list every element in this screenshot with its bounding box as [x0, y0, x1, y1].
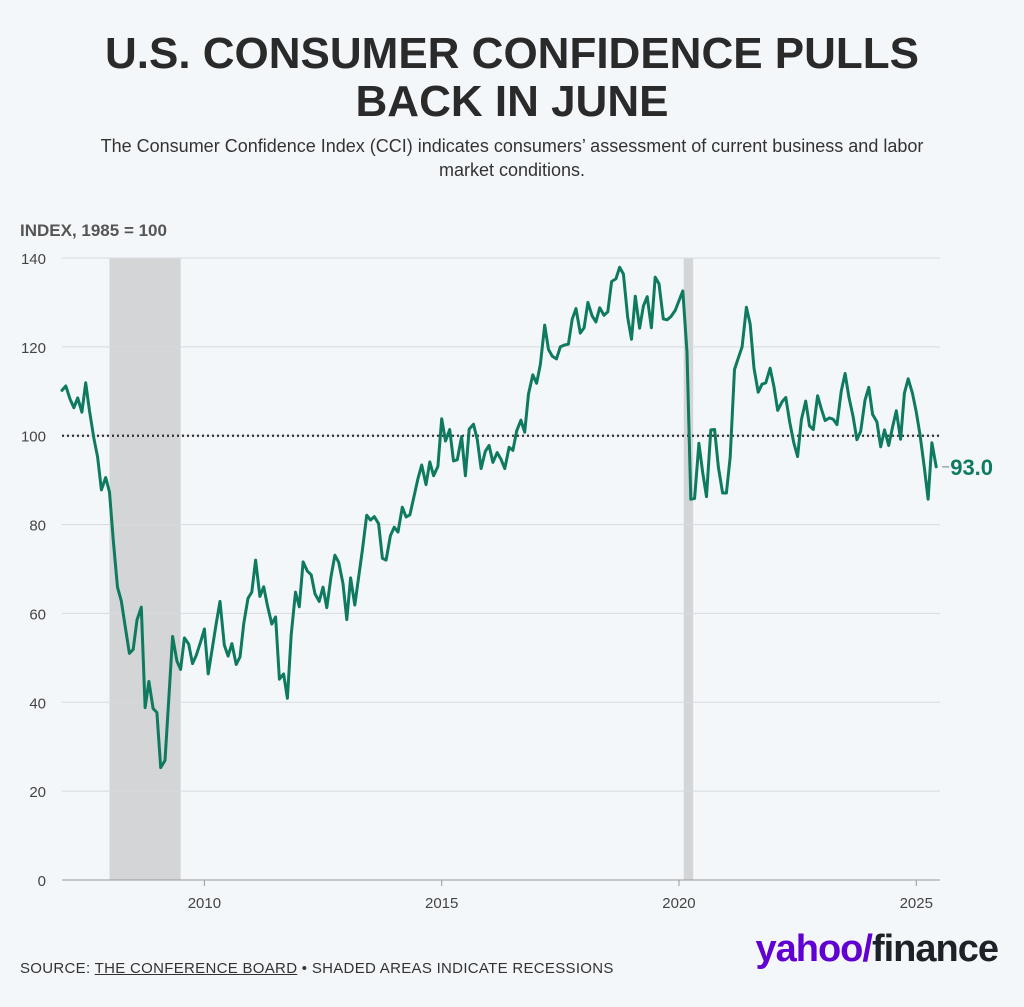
- yahoo-finance-logo: yahoo/finance: [755, 928, 999, 971]
- logo-yahoo: yahoo/: [755, 928, 872, 970]
- source-link[interactable]: THE CONFERENCE BOARD: [94, 960, 298, 977]
- y-tick-label-40: 40: [29, 695, 46, 712]
- recession-band-1: [683, 258, 694, 880]
- x-tick-label-2025: 2025: [900, 895, 933, 912]
- recession-band-0: [109, 258, 181, 880]
- y-tick-label-20: 20: [29, 784, 46, 801]
- y-tick-label-140: 140: [21, 251, 46, 268]
- source-note: SOURCE: THE CONFERENCE BOARD • SHADED AR…: [20, 960, 614, 977]
- source-suffix: • SHADED AREAS INDICATE RECESSIONS: [297, 960, 614, 977]
- title-line-1: U.S. CONSUMER CONFIDENCE PULLS: [104, 29, 920, 78]
- line-chart: 0 20 40 60 80 100 120 140 2010 2015 2020 2025 INDEX,…: [20, 221, 993, 912]
- subtitle-line-1: The Consumer Confidence Index (CCI) indi…: [100, 136, 924, 156]
- x-tick-label-2020: 2020: [662, 895, 695, 912]
- y-tick-label-60: 60: [29, 606, 46, 623]
- logo-finance: finance: [871, 928, 999, 970]
- series-line-cci: [60, 265, 938, 770]
- title-line-2: BACK IN JUNE: [355, 77, 669, 126]
- chart-title: U.S. CONSUMER CONFIDENCE PULLS BACK IN J…: [40, 30, 984, 126]
- y-tick-label-120: 120: [21, 340, 46, 357]
- chart-subtitle: The Consumer Confidence Index (CCI) indi…: [20, 134, 1004, 182]
- x-tick-label-2015: 2015: [425, 895, 458, 912]
- y-tick-label-0: 0: [38, 873, 46, 890]
- subtitle-line-2: market conditions.: [438, 160, 586, 180]
- source-prefix: SOURCE:: [20, 960, 95, 977]
- y-tick-label-80: 80: [29, 518, 46, 535]
- y-tick-label-100: 100: [21, 429, 46, 446]
- x-tick-label-2010: 2010: [188, 895, 221, 912]
- end-value-label: 93.0: [950, 455, 993, 480]
- y-axis-label: INDEX, 1985 = 100: [20, 221, 167, 240]
